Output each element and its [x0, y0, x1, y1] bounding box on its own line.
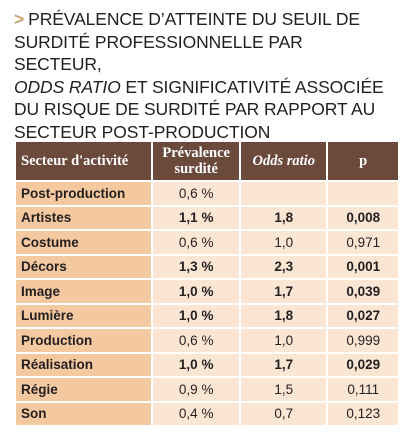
table-row: Lumière 1,0 % 1,8 0,027: [16, 304, 398, 327]
cell-odds-ratio: 1,7: [241, 353, 327, 376]
cell-p-value: 0,039: [328, 280, 398, 303]
table-body: Post-production 0,6 % Artistes 1,1 % 1,8 0,00…: [16, 182, 398, 425]
cell-odds-ratio: 1,0: [241, 329, 327, 352]
cell-prevalence: 1,3 %: [153, 255, 240, 278]
cell-prevalence: 0,6 %: [153, 231, 240, 254]
cell-sector: Réalisation: [16, 353, 152, 376]
title-line-2: SURDITÉ PROFESSIONNELLE PAR SECTEUR,: [14, 31, 303, 75]
header-prevalence-line1: Prévalence: [162, 145, 230, 161]
cell-p-value: 0,971: [328, 231, 398, 254]
header-sector: Secteur d'activité: [16, 142, 152, 180]
cell-sector: Décors: [16, 255, 152, 278]
title-line-5: SECTEUR POST-PRODUCTION: [14, 121, 271, 142]
cell-odds-ratio: 0,7: [241, 402, 327, 425]
table-row: Décors 1,3 % 2,3 0,001: [16, 255, 398, 278]
cell-odds-ratio: 1,8: [241, 206, 327, 229]
table-title: > PRÉVALENCE D’ATTEINTE DU SEUIL DE SURDI…: [14, 8, 394, 143]
header-p: p: [328, 142, 398, 180]
title-line-4: DU RISQUE DE SURDITÉ PAR RAPPORT AU: [14, 99, 376, 119]
table-row: Son 0,4 % 0,7 0,123: [16, 402, 398, 425]
cell-p-value: 0,999: [328, 329, 398, 352]
cell-prevalence: 0,9 %: [153, 378, 240, 401]
table-row: Réalisation 1,0 % 1,7 0,029: [16, 353, 398, 376]
title-line-3: ODDS RATIO ET SIGNIFICATIVITÉ ASSOCIÉE: [14, 76, 394, 99]
title-line-1: > PRÉVALENCE D’ATTEINTE DU SEUIL DE: [14, 8, 394, 31]
cell-prevalence: 1,0 %: [153, 280, 240, 303]
table-row: Régie 0,9 % 1,5 0,111: [16, 378, 398, 401]
table-row: Image 1,0 % 1,7 0,039: [16, 280, 398, 303]
cell-odds-ratio: 1,7: [241, 280, 327, 303]
cell-sector: Régie: [16, 378, 152, 401]
header-odds-ratio-text: Odds ratio: [252, 153, 315, 169]
cell-sector: Post-production: [16, 182, 152, 205]
title-line-1-text: PRÉVALENCE D’ATTEINTE DU SEUIL DE: [28, 9, 360, 29]
cell-prevalence: 0,6 %: [153, 182, 240, 205]
table-header-row: Secteur d'activité Prévalence surdité Odd…: [16, 142, 398, 180]
title-odds-ratio: ODDS RATIO: [14, 76, 121, 97]
cell-odds-ratio: [241, 182, 327, 205]
cell-prevalence: 0,6 %: [153, 329, 240, 352]
cell-sector: Artistes: [16, 206, 152, 229]
cell-sector: Production: [16, 329, 152, 352]
cell-odds-ratio: 1,5: [241, 378, 327, 401]
table-row: Artistes 1,1 % 1,8 0,008: [16, 206, 398, 229]
cell-odds-ratio: 1,0: [241, 231, 327, 254]
cell-p-value: 0,029: [328, 353, 398, 376]
header-odds-ratio: Odds ratio: [241, 142, 327, 180]
chevron-right-icon: >: [14, 9, 25, 29]
cell-p-value: 0,111: [328, 378, 398, 401]
header-prevalence-line2: surdité: [174, 161, 218, 177]
cell-p-value: [328, 182, 398, 205]
header-prevalence: Prévalence surdité: [153, 142, 240, 180]
cell-p-value: 0,008: [328, 206, 398, 229]
title-line-3-rest: ET SIGNIFICATIVITÉ ASSOCIÉE: [120, 76, 384, 97]
table-row: Production 0,6 % 1,0 0,999: [16, 329, 398, 352]
cell-sector: Costume: [16, 231, 152, 254]
cell-p-value: 0,123: [328, 402, 398, 425]
table-row: Post-production 0,6 %: [16, 182, 398, 205]
cell-prevalence: 1,0 %: [153, 304, 240, 327]
cell-prevalence: 1,0 %: [153, 353, 240, 376]
cell-odds-ratio: 2,3: [241, 255, 327, 278]
cell-sector: Image: [16, 280, 152, 303]
prevalence-table: Secteur d'activité Prévalence surdité Odd…: [14, 140, 400, 427]
cell-odds-ratio: 1,8: [241, 304, 327, 327]
cell-sector: Lumière: [16, 304, 152, 327]
cell-p-value: 0,027: [328, 304, 398, 327]
cell-prevalence: 1,1 %: [153, 206, 240, 229]
cell-p-value: 0,001: [328, 255, 398, 278]
cell-sector: Son: [16, 402, 152, 425]
cell-prevalence: 0,4 %: [153, 402, 240, 425]
table-row: Costume 0,6 % 1,0 0,971: [16, 231, 398, 254]
